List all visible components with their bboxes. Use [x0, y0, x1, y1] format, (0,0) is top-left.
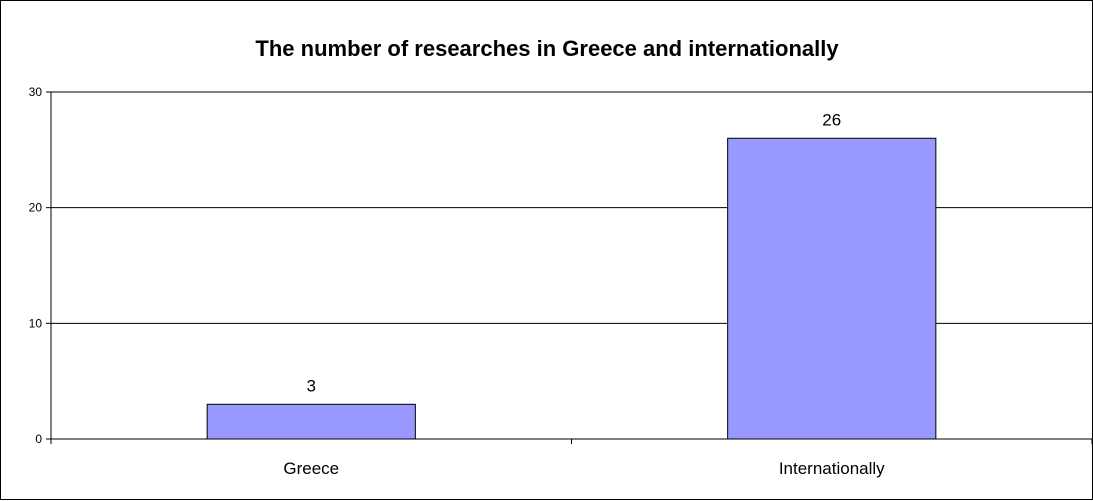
data-label: 26: [822, 110, 841, 129]
y-tick-label: 10: [29, 316, 43, 330]
y-tick-label: 30: [29, 85, 43, 99]
y-tick-label: 0: [35, 432, 42, 446]
labels: 0 10 20 30 3 Greece 26 Internationally: [29, 85, 886, 478]
axes: [46, 91, 1093, 444]
bars: [206, 137, 937, 440]
bar-internationally: [727, 137, 937, 440]
x-category-label: Greece: [283, 459, 339, 478]
chart-title: The number of researches in Greece and i…: [255, 36, 839, 61]
data-label: 3: [307, 376, 316, 395]
y-tick-label: 20: [29, 201, 43, 215]
x-category-label: Internationally: [779, 459, 885, 478]
bar-greece: [206, 403, 416, 440]
